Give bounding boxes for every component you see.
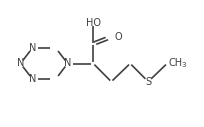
Text: N: N <box>29 74 36 84</box>
Text: N: N <box>29 43 36 53</box>
Text: HO: HO <box>85 18 100 28</box>
Text: 3: 3 <box>180 62 185 68</box>
Text: N: N <box>17 59 24 68</box>
Text: O: O <box>114 32 121 42</box>
Text: CH: CH <box>167 58 181 68</box>
Text: S: S <box>144 77 151 87</box>
Text: N: N <box>64 59 71 68</box>
